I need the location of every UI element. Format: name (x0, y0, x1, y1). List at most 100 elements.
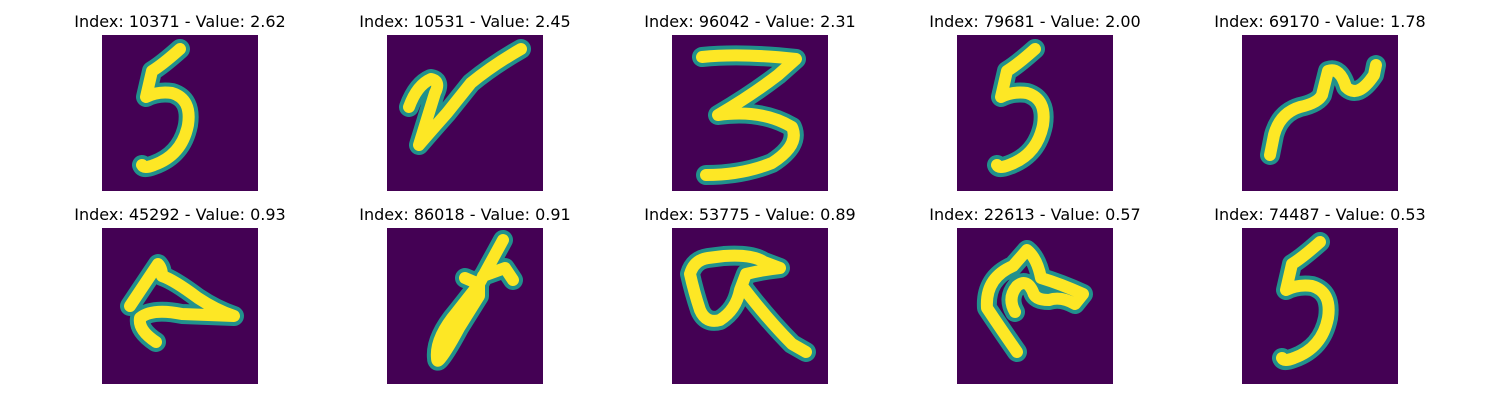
thumbnail-cell: Index: 10531 - Value: 2.45 (320, 12, 610, 192)
stroke-core (991, 43, 1050, 173)
value-value: 0.57 (1105, 205, 1141, 224)
thumbnail-title: Index: 53775 - Value: 0.89 (605, 205, 895, 225)
thumbnail-cell: Index: 74487 - Value: 0.53 (1175, 205, 1465, 385)
index-value: 45292 (128, 205, 180, 224)
index-value: 79681 (983, 12, 1035, 31)
thumbnail-cell: Index: 86018 - Value: 0.91 (320, 205, 610, 385)
thumbnail-cell: Index: 45292 - Value: 0.93 (35, 205, 325, 385)
digit-thumbnail (387, 35, 543, 191)
index-label: Index: (359, 12, 414, 31)
index-value: 86018 (413, 205, 465, 224)
title-separator: - (464, 205, 481, 224)
digit-thumbnail (387, 228, 543, 384)
index-label: Index: (74, 12, 129, 31)
index-label: Index: (644, 205, 699, 224)
digit-thumbnail (1242, 228, 1398, 384)
digit-thumbnail (102, 35, 258, 191)
digit-thumbnail (1242, 35, 1398, 191)
digit-image (102, 228, 258, 384)
digit-image (387, 228, 543, 384)
digit-thumbnail (672, 228, 828, 384)
thumbnail-title: Index: 96042 - Value: 2.31 (605, 12, 895, 32)
title-separator: - (1319, 12, 1336, 31)
digit-thumbnail (957, 228, 1113, 384)
digit-image (672, 228, 828, 384)
stroke-core (124, 258, 240, 348)
index-value: 53775 (698, 205, 750, 224)
thumbnail-title: Index: 10371 - Value: 2.62 (35, 12, 325, 32)
value-label: Value: (765, 205, 821, 224)
thumbnail-cell: Index: 79681 - Value: 2.00 (890, 12, 1180, 192)
title-separator: - (179, 12, 196, 31)
stroke-core (684, 249, 812, 358)
value-label: Value: (765, 12, 821, 31)
thumbnail-title: Index: 69170 - Value: 1.78 (1175, 12, 1465, 32)
value-label: Value: (1050, 12, 1106, 31)
thumbnail-title: Index: 86018 - Value: 0.91 (320, 205, 610, 225)
value-label: Value: (1335, 205, 1391, 224)
index-label: Index: (644, 12, 699, 31)
value-value: 2.62 (250, 12, 286, 31)
digit-thumbnail (957, 35, 1113, 191)
value-label: Value: (195, 12, 251, 31)
index-value: 10371 (128, 12, 180, 31)
thumbnail-title: Index: 10531 - Value: 2.45 (320, 12, 610, 32)
value-value: 2.31 (820, 12, 856, 31)
stroke-core (1276, 236, 1335, 366)
index-label: Index: (359, 205, 414, 224)
index-label: Index: (74, 205, 129, 224)
digit-image (957, 228, 1113, 384)
thumbnail-cell: Index: 22613 - Value: 0.57 (890, 205, 1180, 385)
thumbnail-title: Index: 22613 - Value: 0.57 (890, 205, 1180, 225)
thumbnail-title: Index: 74487 - Value: 0.53 (1175, 205, 1465, 225)
thumbnail-cell: Index: 10371 - Value: 2.62 (35, 12, 325, 192)
stroke-core (136, 43, 195, 173)
index-value: 22613 (983, 205, 1035, 224)
title-separator: - (1319, 205, 1336, 224)
value-value: 1.78 (1390, 12, 1426, 31)
digit-image (672, 35, 828, 191)
title-separator: - (179, 205, 196, 224)
digit-image (1242, 35, 1398, 191)
index-value: 96042 (698, 12, 750, 31)
thumbnail-title: Index: 45292 - Value: 0.93 (35, 205, 325, 225)
thumbnail-title: Index: 79681 - Value: 2.00 (890, 12, 1180, 32)
stroke-core (696, 49, 802, 181)
index-value: 74487 (1268, 205, 1320, 224)
digit-image (1242, 228, 1398, 384)
thumbnail-cell: Index: 96042 - Value: 2.31 (605, 12, 895, 192)
digit-image (957, 35, 1113, 191)
index-value: 69170 (1268, 12, 1320, 31)
digit-thumbnail (102, 228, 258, 384)
digit-thumbnail (672, 35, 828, 191)
index-label: Index: (929, 205, 984, 224)
thumbnail-cell: Index: 53775 - Value: 0.89 (605, 205, 895, 385)
value-label: Value: (195, 205, 251, 224)
value-value: 0.89 (820, 205, 856, 224)
title-separator: - (1034, 205, 1051, 224)
value-value: 0.53 (1390, 205, 1426, 224)
stroke-core (980, 244, 1089, 358)
title-separator: - (464, 12, 481, 31)
value-label: Value: (1335, 12, 1391, 31)
index-label: Index: (1214, 205, 1269, 224)
value-value: 2.45 (535, 12, 571, 31)
value-label: Value: (480, 12, 536, 31)
index-label: Index: (1214, 12, 1269, 31)
index-value: 10531 (413, 12, 465, 31)
value-value: 0.93 (250, 205, 286, 224)
stroke-core (403, 43, 527, 151)
value-value: 2.00 (1105, 12, 1141, 31)
value-label: Value: (1050, 205, 1106, 224)
stroke-core (430, 234, 519, 367)
title-separator: - (749, 205, 766, 224)
stroke-core (1264, 59, 1382, 161)
title-separator: - (1034, 12, 1051, 31)
title-separator: - (749, 12, 766, 31)
digit-image (387, 35, 543, 191)
thumbnail-cell: Index: 69170 - Value: 1.78 (1175, 12, 1465, 192)
index-label: Index: (929, 12, 984, 31)
value-label: Value: (480, 205, 536, 224)
digit-image (102, 35, 258, 191)
